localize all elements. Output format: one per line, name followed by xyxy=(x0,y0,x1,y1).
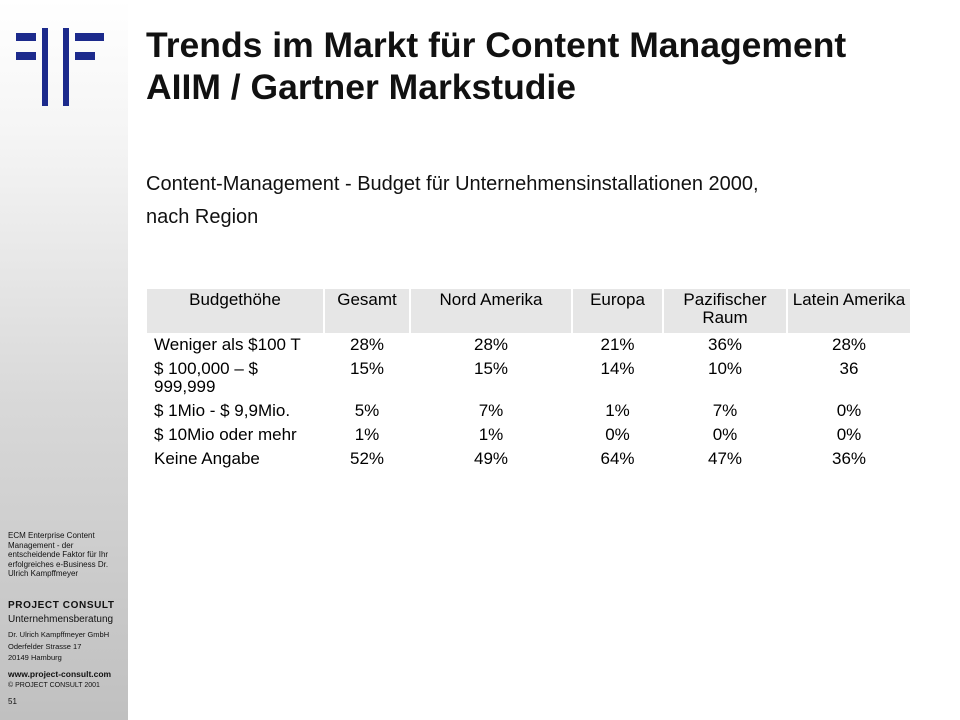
table-cell: 64% xyxy=(600,449,635,468)
company-name: PROJECT CONSULT xyxy=(8,600,115,611)
address-line: 20149 Hamburg xyxy=(8,653,62,662)
table-cell: 0% xyxy=(836,425,862,444)
table-cell: $ 1Mio - $ 9,9Mio. xyxy=(154,401,291,420)
slide-subtitle: Content-Management - Budget für Unterneh… xyxy=(146,168,946,234)
column-header: Pazifischer Raum xyxy=(664,289,786,333)
table-row: Weniger als $100 T 28% 28% 21% 36% 28% xyxy=(147,333,910,357)
table-cell: 36% xyxy=(831,449,867,468)
column-header: Budgethöhe xyxy=(147,289,323,333)
table-cell: 1% xyxy=(478,425,504,444)
column-header: Latein Amerika xyxy=(788,289,910,333)
table-cell: 28% xyxy=(831,335,867,354)
table-cell: 7% xyxy=(712,401,738,420)
table-cell: 10% xyxy=(707,359,743,378)
table-cell: Weniger als $100 T xyxy=(154,335,301,354)
subtitle-line: Content-Management - Budget für Unterneh… xyxy=(146,173,759,195)
table-cell: 0% xyxy=(605,425,630,444)
address-line: Oderfelder Strasse 17 xyxy=(8,641,82,651)
copyright: © PROJECT CONSULT 2001 xyxy=(8,682,100,689)
table-cell: 0% xyxy=(836,401,862,420)
table-cell: $ 10Mio oder mehr xyxy=(154,425,297,444)
website-link[interactable]: www.project-consult.com xyxy=(8,669,112,679)
column-header: Europa xyxy=(573,289,662,333)
table-row: $ 10Mio oder mehr 1% 1% 0% 0% 0% xyxy=(147,423,910,447)
table-cell: 52% xyxy=(349,449,385,468)
table-cell: 36% xyxy=(707,335,743,354)
company-subtitle: Unternehmensberatung xyxy=(8,614,114,625)
page-number: 51 xyxy=(8,697,17,706)
table-cell: 28% xyxy=(349,335,385,354)
title-line: Trends im Markt für Content Management xyxy=(146,25,847,65)
address-line: Dr. Ulrich Kampffmeyer GmbH xyxy=(8,630,110,639)
table-cell: 21% xyxy=(600,335,635,354)
table-cell: 5% xyxy=(354,401,380,420)
company-address: Dr. Ulrich Kampffmeyer GmbH Oderfelder S… xyxy=(8,629,126,664)
table-header-row: Budgethöhe Gesamt Nord Amerika Europa Pa… xyxy=(147,289,910,333)
table-cell: Keine Angabe xyxy=(154,449,260,468)
table-cell: 7% xyxy=(478,401,504,420)
column-header: Nord Amerika xyxy=(411,289,571,333)
table-cell: 47% xyxy=(707,449,743,468)
sidebar: ECM Enterprise Content Management - der … xyxy=(0,0,128,720)
project-consult-logo xyxy=(16,28,106,108)
table-cell: 1% xyxy=(605,401,630,420)
table-cell: 0% xyxy=(712,425,738,444)
table-cell: 15% xyxy=(349,359,385,378)
sidebar-description: ECM Enterprise Content Management - der … xyxy=(8,531,109,579)
title-line: AIIM / Gartner Markstudie xyxy=(146,67,577,107)
table-row: $ 1Mio - $ 9,9Mio. 5% 7% 1% 7% 0% xyxy=(147,399,910,423)
table-cell: 1% xyxy=(354,425,380,444)
table-row: $ 100,000 – $ 999,999 15% 15% 14% 10% 36 xyxy=(147,357,910,399)
table-cell: 49% xyxy=(473,449,509,468)
column-header: Gesamt xyxy=(325,289,409,333)
table-cell: $ 100,000 – $ 999,999 xyxy=(154,359,258,396)
table-cell: 14% xyxy=(600,359,635,378)
table-cell: 36 xyxy=(839,359,859,378)
table-cell: 15% xyxy=(473,359,509,378)
slide-title: Trends im Markt für Content Management A… xyxy=(146,24,946,108)
table-row: Keine Angabe 52% 49% 64% 47% 36% xyxy=(147,447,910,471)
subtitle-line: nach Region xyxy=(146,206,259,228)
table-cell: 28% xyxy=(473,335,509,354)
budget-table: Budgethöhe Gesamt Nord Amerika Europa Pa… xyxy=(145,289,912,471)
